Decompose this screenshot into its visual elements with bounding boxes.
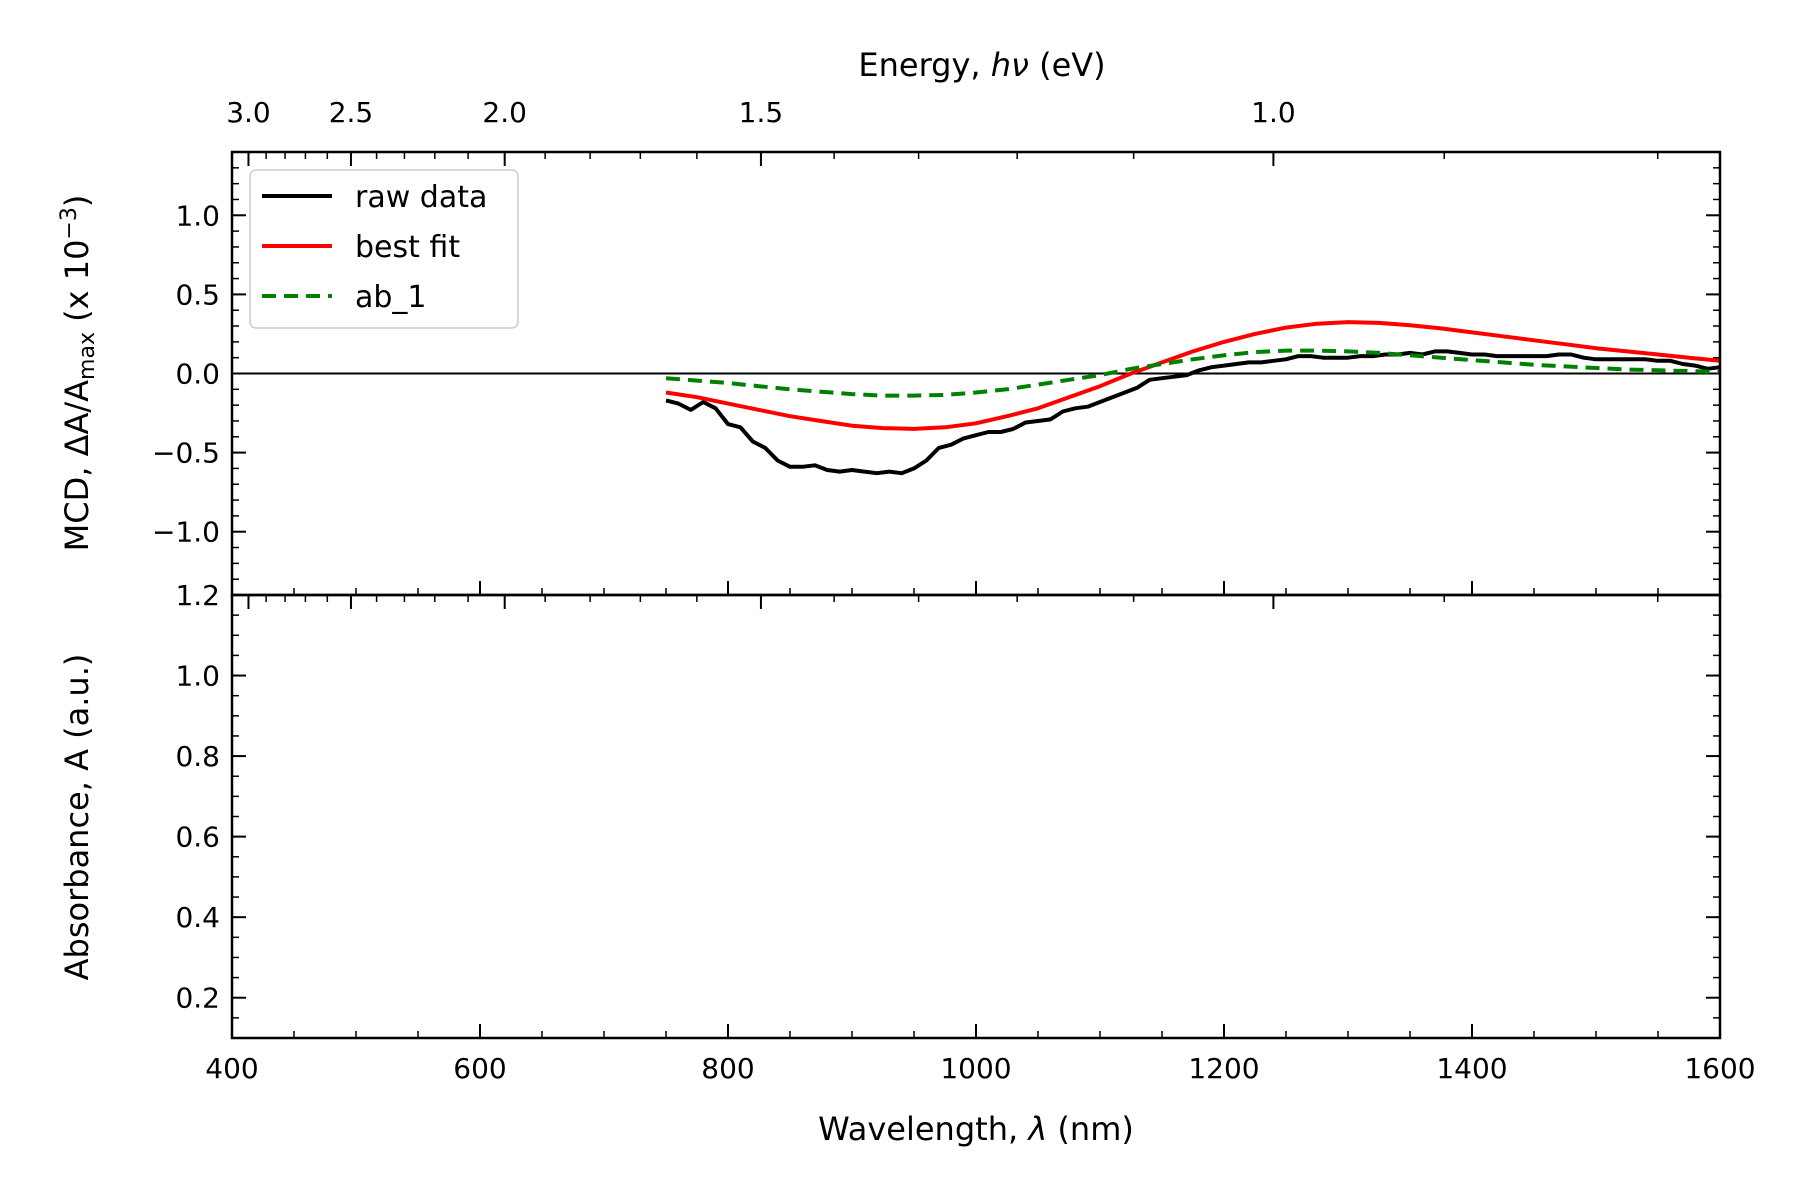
energy-tick-label: 1.0 — [1251, 96, 1296, 129]
xtick-label: 1400 — [1436, 1052, 1507, 1085]
mcd-ytick-label: −0.5 — [152, 437, 220, 470]
series-line-ab-1 — [665, 348, 1721, 398]
series-line-best-fit — [665, 320, 1721, 431]
abs-ytick-label: 0.8 — [175, 740, 220, 773]
mcd-y-axis-label: MCD, ΔA/Amax (x 10−3) — [57, 195, 100, 552]
legend: raw data best fit ab_1 — [249, 169, 519, 329]
legend-label-raw-data: raw data — [355, 180, 487, 215]
xtick-label: 1200 — [1188, 1052, 1259, 1085]
abs-ytick-label: 1.2 — [175, 579, 220, 612]
xtick-label: 1000 — [940, 1052, 1011, 1085]
abs-ytick-label: 0.4 — [175, 901, 220, 934]
x-axis-label: Wavelength, λ (nm) — [818, 1110, 1134, 1148]
energy-tick-label: 1.5 — [739, 96, 784, 129]
legend-box — [249, 169, 519, 329]
mcd-panel: 1.0 0.5 0.0 −0.5 −1.0 — [152, 151, 1721, 596]
legend-label-best-fit: best fit — [355, 230, 460, 265]
xtick-label: 600 — [453, 1052, 506, 1085]
mcd-ytick-label: 1.0 — [175, 199, 220, 232]
energy-tick-label: 2.5 — [329, 96, 374, 129]
top-axis-label: Energy, hν (eV) — [858, 46, 1105, 84]
energy-tick-label: 3.0 — [226, 96, 271, 129]
abs-ytick-label: 0.2 — [175, 982, 220, 1015]
top-energy-ticks: 3.0 2.5 2.0 1.5 1.0 — [226, 96, 1659, 609]
legend-label-ab-1: ab_1 — [355, 280, 427, 315]
absorbance-panel-frame — [230, 593, 1722, 1040]
absorbance-panel: 1.2 1.0 0.8 0.6 0.4 0.2 400 600 800 1000 1200 1400 1… — [175, 579, 1755, 1085]
xtick-label: 1600 — [1684, 1052, 1755, 1085]
xtick-label: 800 — [701, 1052, 754, 1085]
mcd-ytick-label: −1.0 — [152, 516, 220, 549]
energy-tick-label: 2.0 — [482, 96, 527, 129]
mcd-ytick-label: 0.0 — [175, 358, 220, 391]
abs-ytick-label: 0.6 — [175, 821, 220, 854]
series-line-raw-data — [665, 349, 1721, 476]
xtick-label: 400 — [205, 1052, 258, 1085]
abs-ytick-label: 1.0 — [175, 660, 220, 693]
absorbance-y-axis-label: Absorbance, A (a.u.) — [58, 654, 96, 981]
mcd-ytick-label: 0.5 — [175, 278, 220, 311]
